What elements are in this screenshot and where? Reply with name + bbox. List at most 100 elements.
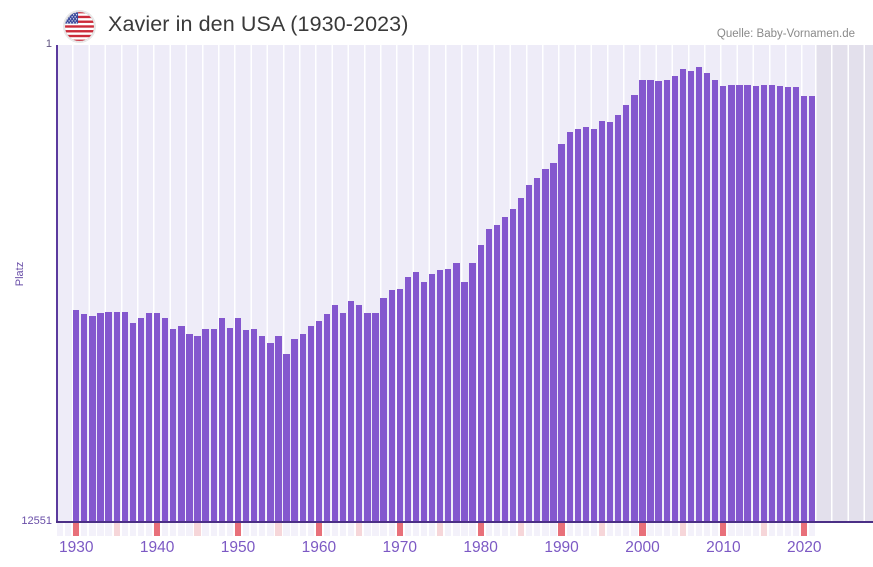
- bar[interactable]: [210, 329, 217, 522]
- bar[interactable]: [574, 129, 581, 522]
- bar[interactable]: [493, 225, 500, 522]
- x-axis-tick-cell: [461, 523, 468, 536]
- bar[interactable]: [461, 282, 468, 522]
- bar[interactable]: [801, 96, 808, 522]
- bar[interactable]: [671, 76, 678, 522]
- bar[interactable]: [202, 329, 209, 522]
- bar[interactable]: [687, 71, 695, 522]
- bar[interactable]: [145, 313, 153, 522]
- bar[interactable]: [550, 163, 557, 522]
- bar[interactable]: [736, 85, 743, 522]
- bar[interactable]: [105, 312, 112, 522]
- bar[interactable]: [137, 318, 145, 522]
- bar[interactable]: [437, 270, 444, 522]
- bar[interactable]: [372, 313, 379, 522]
- bar[interactable]: [267, 343, 274, 522]
- bar[interactable]: [218, 318, 225, 522]
- bar[interactable]: [89, 316, 96, 522]
- bar[interactable]: [744, 85, 751, 522]
- bar[interactable]: [760, 85, 767, 522]
- bar[interactable]: [582, 127, 589, 522]
- bar[interactable]: [234, 318, 242, 522]
- x-axis-tick-cell: [145, 523, 153, 536]
- bar[interactable]: [170, 329, 177, 522]
- bar[interactable]: [420, 282, 428, 522]
- x-axis-tick-cell: [137, 523, 145, 536]
- bar[interactable]: [542, 169, 549, 522]
- bar[interactable]: [323, 314, 331, 522]
- bar[interactable]: [388, 290, 395, 522]
- bar[interactable]: [412, 272, 420, 522]
- bar[interactable]: [340, 313, 347, 522]
- bar[interactable]: [178, 326, 185, 522]
- bar[interactable]: [590, 129, 598, 522]
- bar[interactable]: [97, 313, 104, 522]
- bar[interactable]: [283, 354, 290, 522]
- bar[interactable]: [558, 144, 565, 522]
- bar[interactable]: [663, 80, 670, 522]
- bar[interactable]: [517, 198, 525, 522]
- bar[interactable]: [121, 312, 128, 522]
- bar[interactable]: [526, 185, 533, 522]
- bar[interactable]: [348, 301, 355, 522]
- bar[interactable]: [153, 313, 161, 522]
- bar[interactable]: [291, 339, 298, 522]
- bar[interactable]: [129, 323, 136, 522]
- bar[interactable]: [509, 209, 517, 522]
- bar[interactable]: [364, 313, 371, 522]
- bar[interactable]: [259, 336, 266, 522]
- bar[interactable]: [679, 69, 687, 522]
- x-axis-tick-cell: [356, 523, 363, 536]
- bar[interactable]: [631, 95, 638, 522]
- bar[interactable]: [453, 263, 460, 522]
- bar[interactable]: [113, 312, 120, 522]
- bar[interactable]: [792, 87, 800, 522]
- bar[interactable]: [768, 85, 776, 522]
- bar[interactable]: [655, 81, 662, 522]
- bar[interactable]: [647, 80, 654, 522]
- bar[interactable]: [428, 274, 436, 522]
- bar[interactable]: [606, 122, 614, 522]
- bar[interactable]: [728, 85, 735, 522]
- bar[interactable]: [307, 326, 314, 522]
- bar[interactable]: [299, 334, 306, 522]
- chart-header: Xavier in den USA (1930-2023) Quelle: Ba…: [0, 0, 873, 44]
- bar[interactable]: [704, 73, 711, 522]
- bar[interactable]: [623, 105, 630, 522]
- bar[interactable]: [242, 330, 250, 522]
- bar[interactable]: [485, 229, 492, 522]
- bar[interactable]: [477, 245, 484, 522]
- bar[interactable]: [445, 269, 452, 522]
- bar[interactable]: [315, 321, 323, 522]
- bar[interactable]: [776, 86, 784, 522]
- bar[interactable]: [501, 217, 509, 522]
- bar[interactable]: [186, 334, 193, 522]
- bar[interactable]: [695, 67, 703, 522]
- bar[interactable]: [251, 329, 258, 522]
- bar[interactable]: [615, 115, 622, 522]
- bar[interactable]: [380, 298, 387, 522]
- bar[interactable]: [752, 86, 759, 522]
- x-axis-tick-cell: [647, 523, 654, 536]
- bar[interactable]: [598, 121, 606, 522]
- bar[interactable]: [396, 289, 403, 522]
- bar[interactable]: [809, 96, 816, 522]
- bar[interactable]: [356, 305, 363, 522]
- bar[interactable]: [331, 305, 339, 522]
- bar[interactable]: [81, 314, 88, 522]
- bar[interactable]: [162, 318, 169, 522]
- bar[interactable]: [194, 336, 201, 522]
- bar[interactable]: [720, 86, 727, 522]
- bar[interactable]: [469, 263, 476, 522]
- bar[interactable]: [712, 80, 719, 522]
- x-axis-tick-label: 1950: [220, 539, 256, 556]
- bar[interactable]: [226, 328, 234, 522]
- bar[interactable]: [784, 87, 792, 522]
- bar[interactable]: [566, 132, 573, 522]
- bar[interactable]: [404, 277, 412, 522]
- bar[interactable]: [73, 310, 80, 522]
- page-title: Xavier in den USA (1930-2023): [108, 12, 409, 36]
- bar[interactable]: [275, 336, 282, 522]
- bar[interactable]: [534, 178, 541, 522]
- bar[interactable]: [639, 80, 646, 522]
